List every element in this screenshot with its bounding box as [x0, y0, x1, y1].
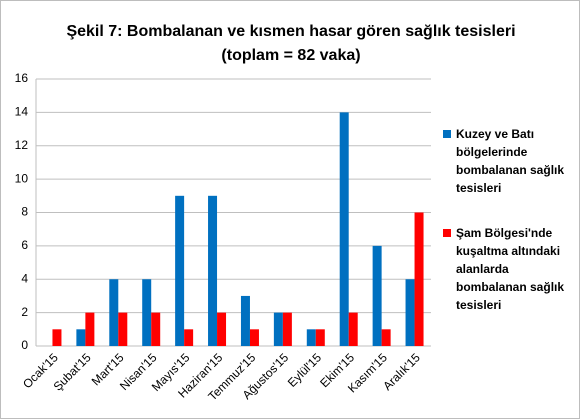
y-tick-label: 2 [21, 305, 28, 319]
bar [240, 295, 250, 346]
bar [249, 329, 259, 346]
legend-swatch [443, 130, 451, 138]
y-tick-label: 6 [21, 238, 28, 252]
bar [208, 195, 218, 346]
bar [151, 312, 161, 346]
bar [282, 312, 292, 346]
bar [306, 329, 316, 346]
bar [372, 245, 382, 346]
bar [85, 312, 95, 346]
y-tick-label: 4 [21, 271, 28, 285]
bar [339, 112, 349, 346]
legend-label: Şam Bölgesi'nde kuşaltma altındaki alanl… [456, 226, 565, 312]
bar [405, 279, 415, 346]
bar [348, 312, 358, 346]
y-tick-label: 8 [21, 205, 28, 219]
chart-subtitle: (toplam = 82 vaka) [221, 47, 360, 64]
y-tick-label: 0 [21, 338, 28, 352]
bar [52, 329, 62, 346]
y-tick-label: 14 [15, 105, 29, 119]
bar [381, 329, 391, 346]
bar [184, 329, 194, 346]
bar [118, 312, 128, 346]
bar [315, 329, 325, 346]
bar [273, 312, 283, 346]
y-tick-label: 12 [15, 138, 29, 152]
y-tick-label: 10 [15, 171, 29, 185]
x-tick-label: Aralık'15 [380, 350, 423, 393]
bar [217, 312, 227, 346]
bar [142, 279, 152, 346]
legend-label: Kuzey ve Batı bölgelerinde bombalanan sa… [456, 127, 565, 195]
x-tick-label: Eylül'15 [285, 350, 325, 390]
chart-title: Şekil 7: Bombalanan ve kısmen hasar göre… [66, 23, 515, 40]
y-tick-label: 16 [15, 71, 29, 85]
bar [109, 279, 119, 346]
bar [76, 329, 86, 346]
bar [414, 212, 424, 346]
legend-swatch [443, 229, 451, 237]
bar [175, 195, 185, 346]
